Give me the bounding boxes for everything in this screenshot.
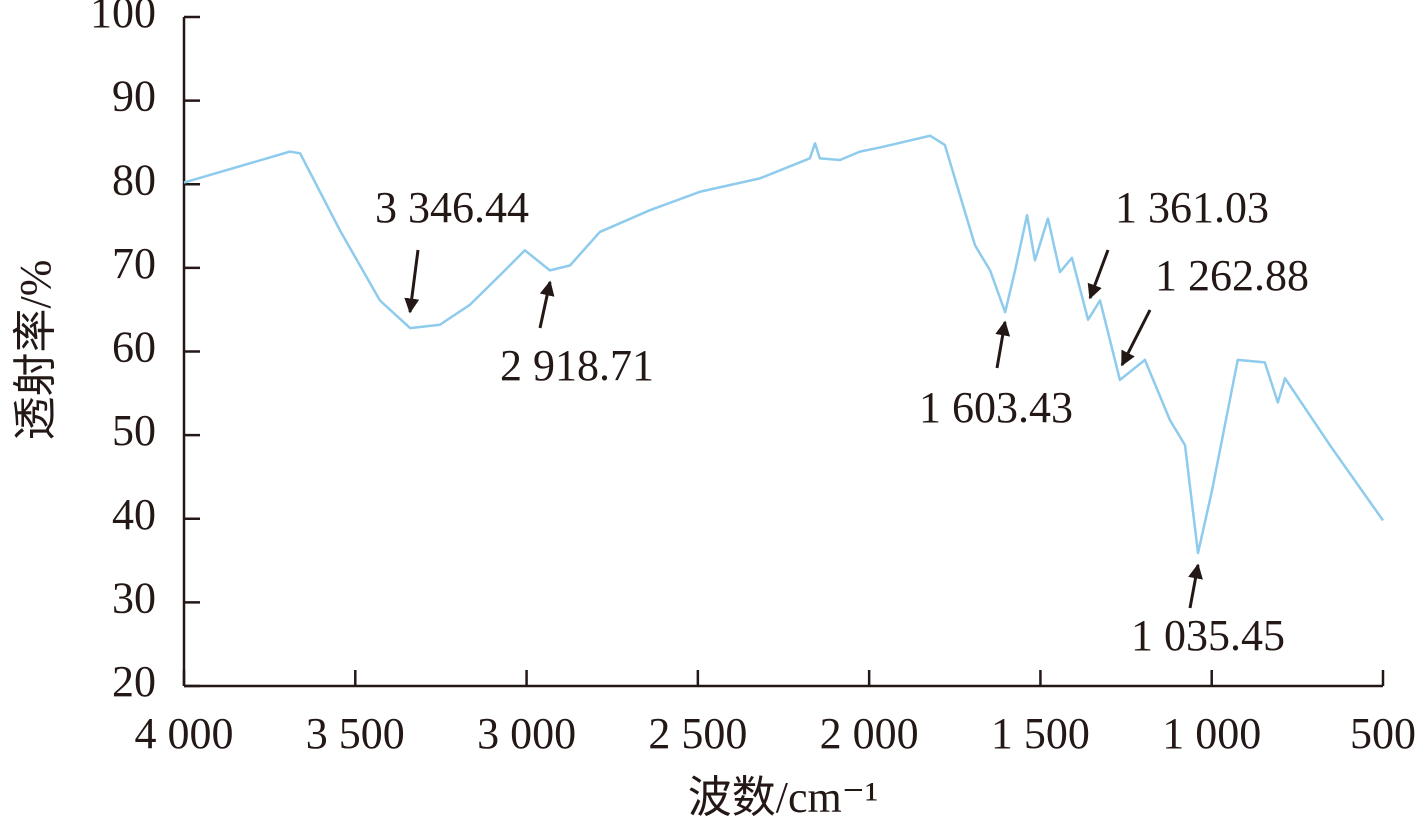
y-tick-label: 90 — [112, 72, 156, 121]
peak-arrow — [538, 280, 555, 329]
x-tick-label: 3 500 — [306, 709, 405, 758]
peak-arrow — [404, 249, 420, 314]
peak-label: 3 346.44 — [375, 183, 529, 232]
y-axis-title: 透射率/% — [11, 260, 60, 441]
peak-label: 1 361.03 — [1115, 183, 1269, 232]
peak-label: 1 262.88 — [1155, 251, 1309, 300]
peak-arrow — [1120, 309, 1152, 367]
x-tick-label: 1 500 — [991, 709, 1090, 758]
peak-arrow — [1188, 563, 1203, 609]
y-tick-label: 70 — [112, 239, 156, 288]
spectrum-line — [183, 134, 1385, 555]
x-tick-label: 1 000 — [1162, 709, 1261, 758]
x-tick-label: 3 000 — [477, 709, 576, 758]
x-tick-label: 2 500 — [648, 709, 747, 758]
peak-label: 2 918.71 — [500, 341, 654, 390]
peak-label: 1 603.43 — [919, 383, 1073, 432]
y-tick-label: 80 — [112, 155, 156, 204]
x-axis-title: 波数/cm⁻¹ — [688, 773, 878, 822]
y-tick-label: 30 — [112, 573, 156, 622]
x-tick-label: 4 000 — [135, 709, 234, 758]
y-tick-label: 60 — [112, 323, 156, 372]
x-tick-label: 500 — [1350, 709, 1416, 758]
y-tick-label: 100 — [90, 0, 156, 37]
peak-arrow — [995, 320, 1011, 369]
x-tick-label: 2 000 — [820, 709, 919, 758]
y-tick-label: 40 — [112, 490, 156, 539]
y-tick-label: 50 — [112, 406, 156, 455]
peak-arrow — [1087, 249, 1110, 300]
peak-label: 1 035.45 — [1131, 611, 1285, 660]
y-tick-label: 20 — [112, 657, 156, 706]
